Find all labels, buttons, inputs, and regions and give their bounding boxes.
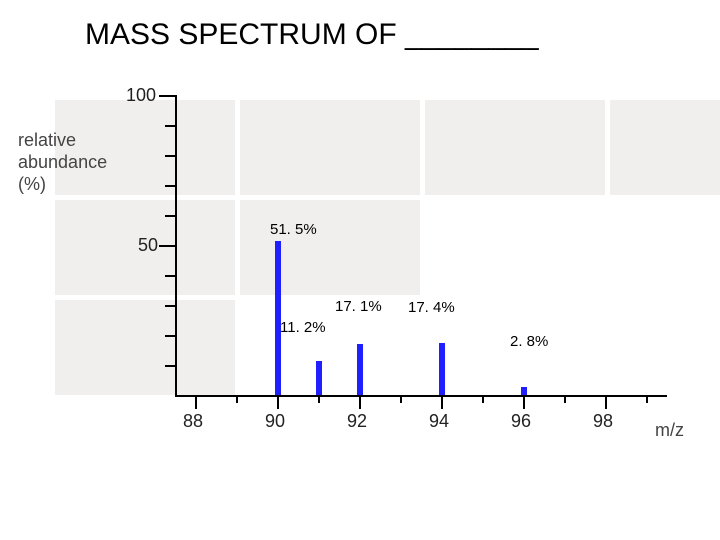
xtick <box>482 395 484 403</box>
xtick <box>564 395 566 403</box>
bar <box>275 241 281 396</box>
xtick-label: 90 <box>265 411 285 432</box>
bar-label-94: 17. 4% <box>408 299 455 316</box>
page-title: MASS SPECTRUM OF ________ <box>85 18 539 52</box>
xtick <box>277 395 279 409</box>
ytick <box>165 215 175 217</box>
ytick-50: 50 <box>138 235 158 256</box>
ytick <box>165 305 175 307</box>
ytick <box>165 185 175 187</box>
bar-label-90: 51. 5% <box>270 221 317 238</box>
y-axis-label-line1: relative <box>18 130 76 151</box>
xtick <box>646 395 648 403</box>
xtick <box>605 395 607 409</box>
bar-label-92: 17. 1% <box>335 298 382 315</box>
xtick <box>236 395 238 403</box>
bar <box>357 344 363 395</box>
ytick <box>165 275 175 277</box>
xtick-label: 96 <box>511 411 531 432</box>
ytick <box>165 335 175 337</box>
ytick <box>165 365 175 367</box>
x-axis-label: m/z <box>655 420 684 441</box>
ytick-100: 100 <box>126 85 156 106</box>
bar <box>521 387 527 395</box>
y-axis-label-line3: (%) <box>18 174 46 195</box>
xtick <box>195 395 197 409</box>
ytick <box>159 245 175 247</box>
xtick <box>523 395 525 409</box>
x-axis <box>175 395 667 397</box>
xtick <box>441 395 443 409</box>
ytick <box>159 95 175 97</box>
bar <box>316 361 322 395</box>
xtick <box>400 395 402 403</box>
xtick-label: 94 <box>429 411 449 432</box>
bar <box>439 343 445 395</box>
bar-label-96: 2. 8% <box>510 333 548 350</box>
xtick-label: 98 <box>593 411 613 432</box>
xtick-label: 92 <box>347 411 367 432</box>
xtick <box>359 395 361 409</box>
xtick <box>318 395 320 403</box>
xtick-label: 88 <box>183 411 203 432</box>
ytick <box>165 155 175 157</box>
y-axis-label-line2: abundance <box>18 152 107 173</box>
bar-label-91: 11. 2% <box>280 319 326 336</box>
ytick <box>165 125 175 127</box>
y-axis <box>175 95 177 397</box>
